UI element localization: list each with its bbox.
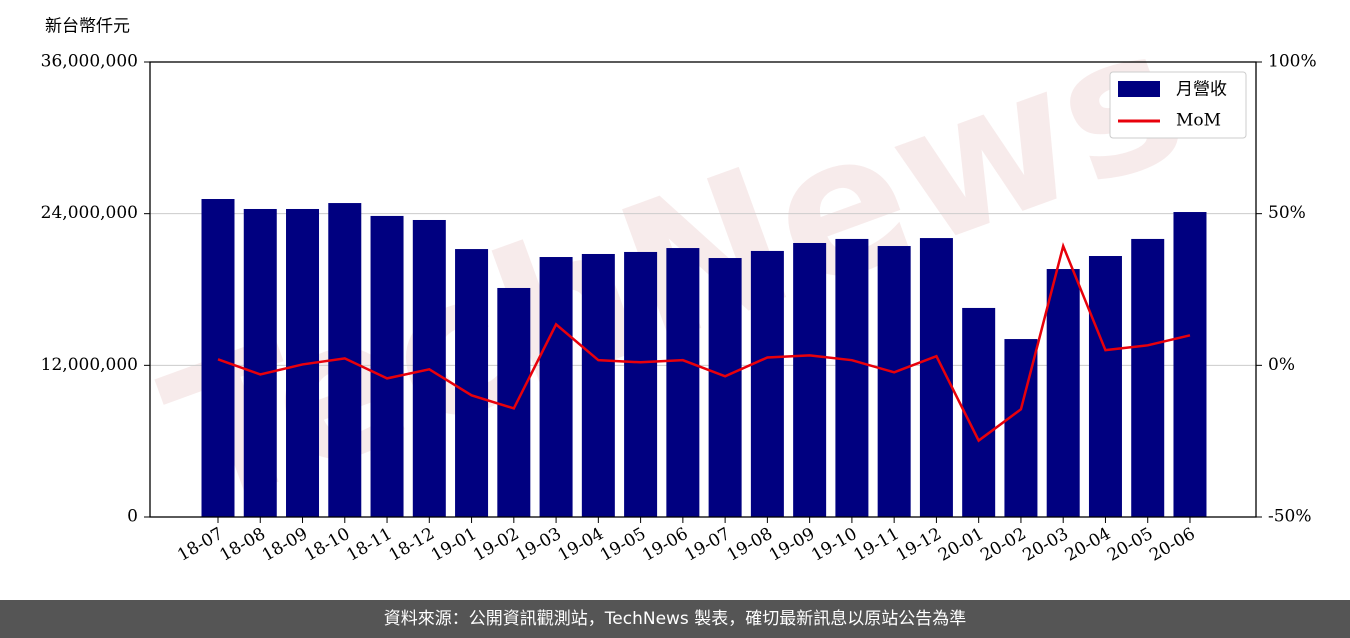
y-tick-label: 12,000,000 <box>41 355 138 375</box>
bar <box>1131 238 1165 517</box>
chart: TechNews 新台幣仟元 012,000,00024,000,00036,0… <box>41 0 1317 566</box>
x-tick-label: 19-08 <box>724 524 776 566</box>
x-tick-label: 18-11 <box>343 524 395 566</box>
x-tick-label: 19-02 <box>470 524 522 566</box>
y-tick-label: 24,000,000 <box>41 203 138 223</box>
x-tick-label: 19-06 <box>639 524 691 566</box>
bar <box>581 253 615 517</box>
x-tick-label: 19-12 <box>893 524 945 566</box>
y-axis-label: 新台幣仟元 <box>45 17 130 37</box>
x-tick-label: 20-05 <box>1104 524 1156 566</box>
bar <box>201 199 235 517</box>
x-tick-label: 18-07 <box>174 524 226 566</box>
x-tick-label: 19-01 <box>428 524 480 566</box>
y-tick-label: 0 <box>127 507 138 527</box>
bar <box>1046 269 1080 517</box>
x-tick-label: 19-10 <box>808 524 860 566</box>
x-tick-label: 20-01 <box>935 524 987 566</box>
y2-tick-label: -50% <box>1268 507 1312 527</box>
bar <box>666 248 700 518</box>
x-tick-label: 20-06 <box>1146 524 1198 566</box>
x-tick-label: 20-02 <box>977 524 1029 566</box>
bar <box>835 238 869 517</box>
y2-tick-label: 0% <box>1268 355 1295 375</box>
x-tick-label: 19-11 <box>850 524 902 566</box>
legend-swatch <box>1118 81 1160 97</box>
y-tick-label: 36,000,000 <box>41 52 138 72</box>
x-tick-label: 19-04 <box>555 524 607 566</box>
bar <box>793 242 827 517</box>
bar <box>1173 212 1207 517</box>
footer: 資料來源：公開資訊觀測站，TechNews 製表，確切最新訊息以原站公告為準 <box>0 600 1350 638</box>
bar <box>539 257 573 517</box>
legend-label: 月營收 <box>1176 80 1227 100</box>
y2-tick-label: 50% <box>1268 203 1306 223</box>
bar <box>708 258 742 517</box>
x-tick-label: 20-03 <box>1020 524 1072 566</box>
bar <box>1088 256 1122 517</box>
x-tick-label: 19-05 <box>597 524 649 566</box>
bar <box>497 287 531 517</box>
x-tick-label: 20-04 <box>1062 524 1114 566</box>
bar <box>962 307 996 517</box>
bar <box>370 215 404 518</box>
y2-tick-label: 100% <box>1268 52 1317 72</box>
bar <box>243 208 277 517</box>
mom-line <box>217 242 1191 443</box>
legend-label: MoM <box>1176 111 1221 131</box>
plot-frame <box>149 61 1257 518</box>
bar <box>877 246 911 517</box>
bar <box>455 249 489 518</box>
bar <box>750 250 784 517</box>
x-tick-label: 19-03 <box>512 524 564 566</box>
x-tick-label: 18-10 <box>301 524 353 566</box>
x-tick-label: 19-09 <box>766 524 818 566</box>
x-tick-label: 18-12 <box>386 524 438 566</box>
bar <box>624 251 658 517</box>
x-tick-label: 19-07 <box>681 524 733 566</box>
